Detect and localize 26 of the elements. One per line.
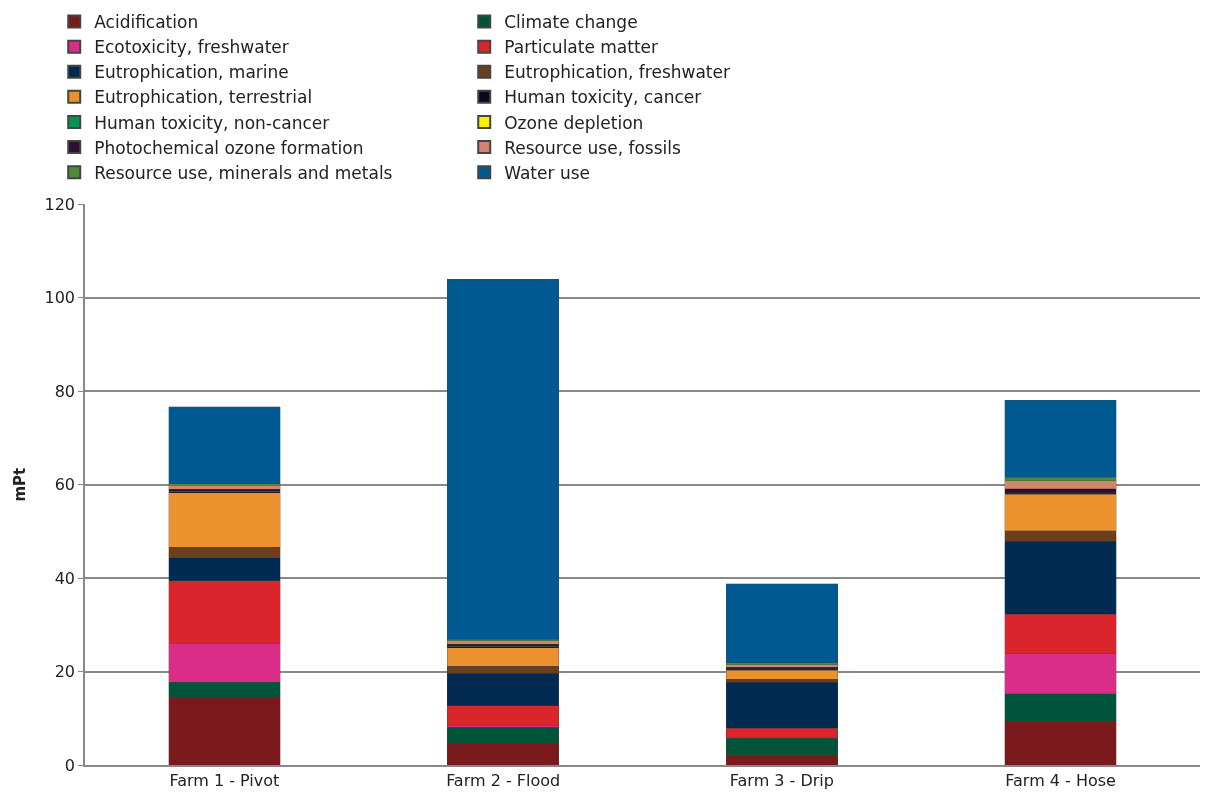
legend-label: Photochemical ozone formation <box>94 137 364 158</box>
legend-label: Human toxicity, non-cancer <box>94 112 330 133</box>
legend-label: Ecotoxicity, freshwater <box>94 37 289 58</box>
legend-label: Eutrophication, freshwater <box>504 62 730 83</box>
y-tick-label: 40 <box>54 568 76 588</box>
legend-label: Water use <box>504 162 590 183</box>
y-tick-label: 80 <box>54 381 76 401</box>
x-tick-label: Farm 2 - Flood <box>446 770 561 790</box>
y-axis-title: mPt <box>11 467 30 502</box>
legend-label: Resource use, minerals and metals <box>94 162 393 183</box>
y-tick-label: 0 <box>64 755 76 775</box>
y-tick-label: 20 <box>54 662 76 682</box>
y-tick-label: 120 <box>44 194 76 214</box>
x-tick-label: Farm 3 - Drip <box>729 770 834 790</box>
y-tick-label: 100 <box>44 288 76 308</box>
x-tick-label: Farm 1 - Pivot <box>169 770 280 790</box>
legend-label: Acidification <box>94 12 199 33</box>
legend-label: Particulate matter <box>504 37 659 58</box>
x-tick-label: Farm 4 - Hose <box>1005 770 1116 790</box>
legend-label: Climate change <box>504 12 638 33</box>
legend-label: Eutrophication, terrestrial <box>94 87 313 108</box>
legend-label: Ozone depletion <box>504 112 644 133</box>
legend-label: Eutrophication, marine <box>94 62 289 83</box>
legend-label: Human toxicity, cancer <box>504 87 702 108</box>
y-tick-label: 60 <box>54 475 76 495</box>
legend-label: Resource use, fossils <box>504 137 682 158</box>
